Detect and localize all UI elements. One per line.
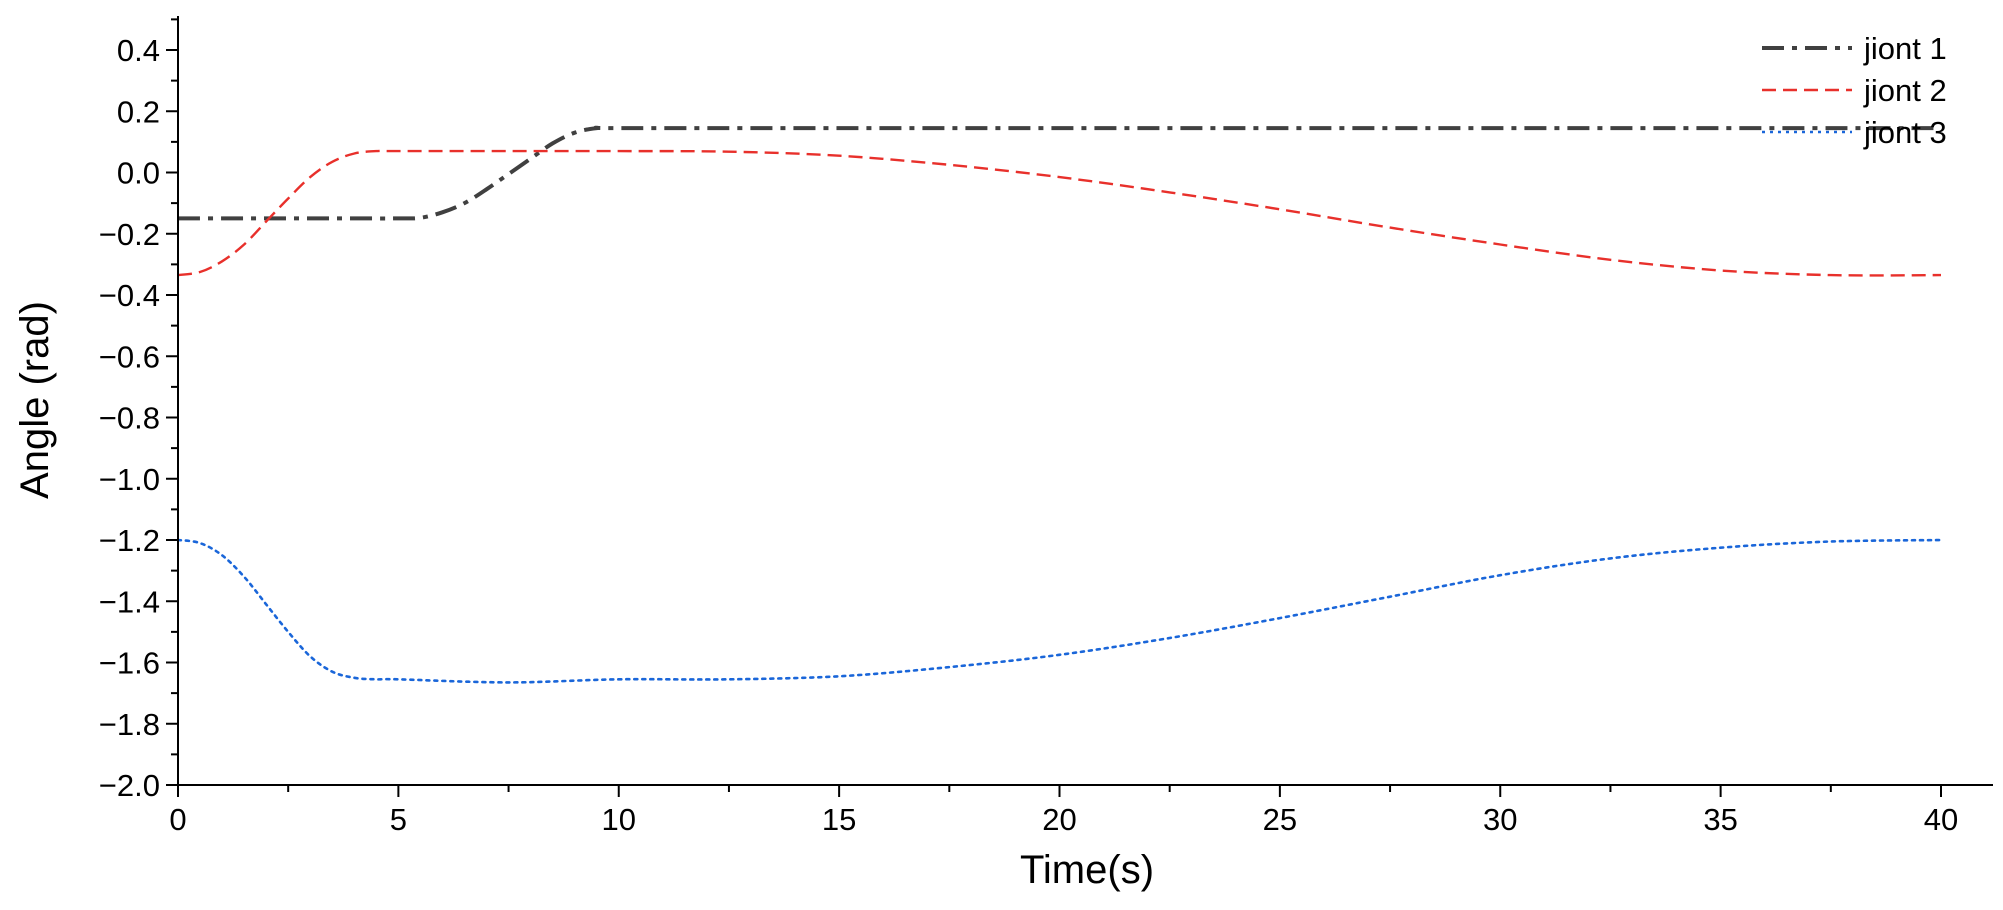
x-tick-label: 15: [822, 802, 856, 837]
x-tick-label: 40: [1924, 802, 1958, 837]
y-tick-label: 0.4: [117, 33, 160, 68]
legend-label-2: jiont 2: [1863, 73, 1947, 108]
x-tick-label: 10: [602, 802, 636, 837]
y-tick-label: −1.0: [99, 462, 160, 497]
x-axis-title: Time(s): [1020, 848, 1154, 892]
legend-label-3: jiont 3: [1863, 115, 1947, 150]
series-line-3: [176, 538, 1943, 684]
x-axis-ticks: 0 5 10 15 20 25 30 35 40: [169, 785, 1958, 837]
y-tick-label: −0.4: [99, 278, 160, 313]
y-tick-label: −0.2: [99, 217, 160, 252]
y-tick-label: −0.6: [99, 339, 160, 374]
y-tick-label: −1.6: [99, 646, 160, 681]
series-line-1: [178, 125, 1941, 221]
y-tick-label: 0.2: [117, 94, 160, 129]
y-axis-ticks: 0.4 0.2 0.0 −0.2 −0.4 −0.6 −0.8 −1.0 −1.2 −1.4 −1.…: [99, 18, 178, 803]
x-tick-label: 30: [1483, 802, 1517, 837]
y-tick-label: −0.8: [99, 401, 160, 436]
x-tick-label: 5: [390, 802, 407, 837]
y-tick-label: −1.8: [99, 707, 160, 742]
x-tick-label: 25: [1263, 802, 1297, 837]
axes: [177, 16, 1993, 786]
x-tick-label: 35: [1703, 802, 1737, 837]
y-tick-label: −1.2: [99, 523, 160, 558]
y-tick-label: 0.0: [117, 156, 160, 191]
plot-lines: [176, 125, 1943, 684]
series-line-2: [177, 149, 1942, 277]
y-tick-label: −1.4: [99, 584, 160, 619]
x-tick-label: 0: [169, 802, 186, 837]
y-tick-label: −2.0: [99, 768, 160, 803]
legend-label-1: jiont 1: [1863, 31, 1947, 66]
y-axis-title: Angle (rad): [13, 301, 57, 499]
x-tick-label: 20: [1042, 802, 1076, 837]
legend: jiont 1 jiont 2 jiont 3: [1762, 31, 1947, 150]
